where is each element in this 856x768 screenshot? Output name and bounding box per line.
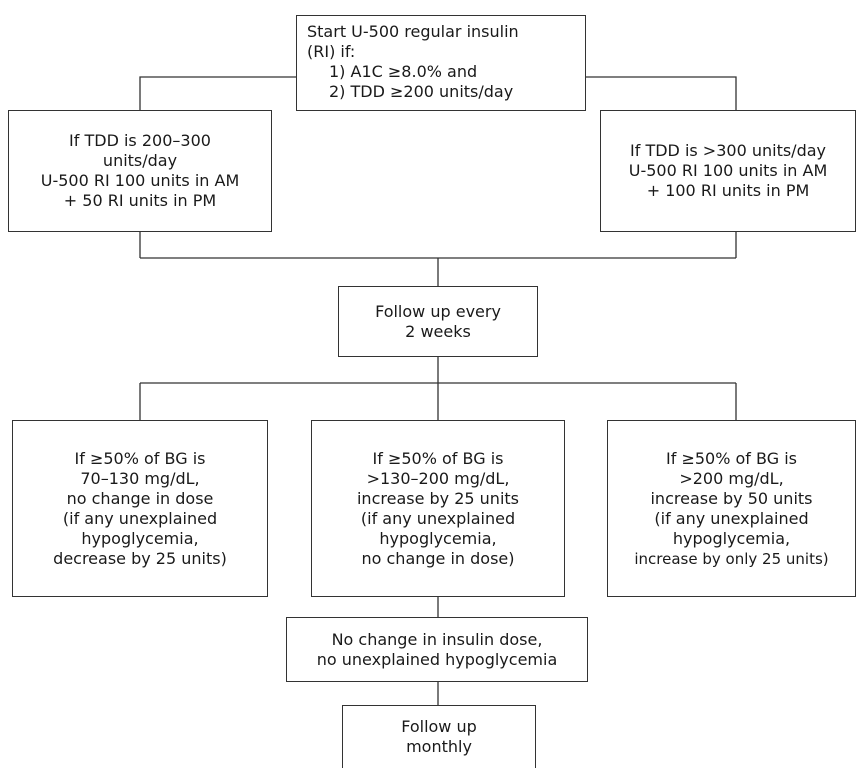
start-line-1: Start U-500 regular insulin bbox=[307, 22, 519, 41]
bg-mid-line-1: If ≥50% of BG is bbox=[372, 448, 504, 468]
left-dose-line-4: + 50 RI units in PM bbox=[63, 191, 217, 210]
bg-mid-line-5: hypoglycemia, bbox=[379, 528, 497, 548]
right-dose-line-2: U-500 RI 100 units in AM bbox=[628, 161, 828, 180]
left-dose-line-3: U-500 RI 100 units in AM bbox=[40, 171, 240, 190]
start-line-3: 1) A1C ≥8.0% and bbox=[329, 62, 478, 81]
followup-2w-line-1: Follow up every bbox=[375, 301, 501, 321]
bg-low-line-3: no change in dose bbox=[66, 488, 214, 508]
follow-up-monthly-box: Follow up monthly bbox=[342, 705, 536, 768]
bg-low-line-1: If ≥50% of BG is bbox=[74, 448, 206, 468]
followup-2w-line-2: 2 weeks bbox=[405, 321, 471, 341]
bg-over-200-box: If ≥50% of BG is >200 mg/dL, increase by… bbox=[607, 420, 856, 597]
bg-mid-line-6: no change in dose) bbox=[361, 548, 515, 568]
stable-line-1: No change in insulin dose, bbox=[331, 629, 543, 649]
followup-monthly-line-2: monthly bbox=[406, 737, 472, 756]
tdd-over-300-box: If TDD is >300 units/day U-500 RI 100 un… bbox=[600, 110, 856, 232]
bg-high-line-5: hypoglycemia, bbox=[672, 528, 791, 548]
tdd-200-300-box: If TDD is 200–300 units/day U-500 RI 100… bbox=[8, 110, 272, 232]
bg-high-line-2: >200 mg/dL, bbox=[679, 468, 784, 488]
bg-mid-line-2: >130–200 mg/dL, bbox=[366, 468, 510, 488]
bg-high-line-4: (if any unexplained bbox=[654, 508, 809, 528]
bg-low-line-5: hypoglycemia, bbox=[81, 528, 199, 548]
bg-low-line-4: (if any unexplained bbox=[62, 508, 218, 528]
connector-start-left bbox=[139, 76, 296, 110]
start-line-4: 2) TDD ≥200 units/day bbox=[329, 82, 514, 101]
connector-start-right bbox=[586, 76, 737, 110]
stable-line-2: no unexplained hypoglycemia bbox=[316, 649, 558, 669]
bg-mid-line-4: (if any unexplained bbox=[360, 508, 516, 528]
start-criteria-box: Start U-500 regular insulin (RI) if: 1) … bbox=[296, 15, 586, 111]
bg-130-200-box: If ≥50% of BG is >130–200 mg/dL, increas… bbox=[311, 420, 565, 597]
right-dose-line-3: + 100 RI units in PM bbox=[646, 181, 810, 200]
bg-high-line-1: If ≥50% of BG is bbox=[666, 448, 797, 468]
left-dose-line-1: If TDD is 200–300 bbox=[69, 131, 211, 150]
start-line-2: (RI) if: bbox=[307, 42, 356, 61]
bg-70-130-box: If ≥50% of BG is 70–130 mg/dL, no change… bbox=[12, 420, 268, 597]
left-dose-line-2: units/day bbox=[102, 151, 178, 170]
bg-low-line-2: 70–130 mg/dL, bbox=[80, 468, 200, 488]
bg-low-line-6: decrease by 25 units) bbox=[53, 548, 227, 568]
right-dose-line-1: If TDD is >300 units/day bbox=[630, 141, 826, 160]
follow-up-2-weeks-box: Follow up every 2 weeks bbox=[338, 286, 538, 357]
bg-mid-line-3: increase by 25 units bbox=[356, 488, 519, 508]
no-change-stable-box: No change in insulin dose, no unexplaine… bbox=[286, 617, 588, 682]
followup-monthly-line-1: Follow up bbox=[401, 717, 477, 736]
bg-high-line-6: increase by only 25 units) bbox=[634, 549, 829, 568]
bg-high-line-3: increase by 50 units bbox=[650, 488, 813, 508]
